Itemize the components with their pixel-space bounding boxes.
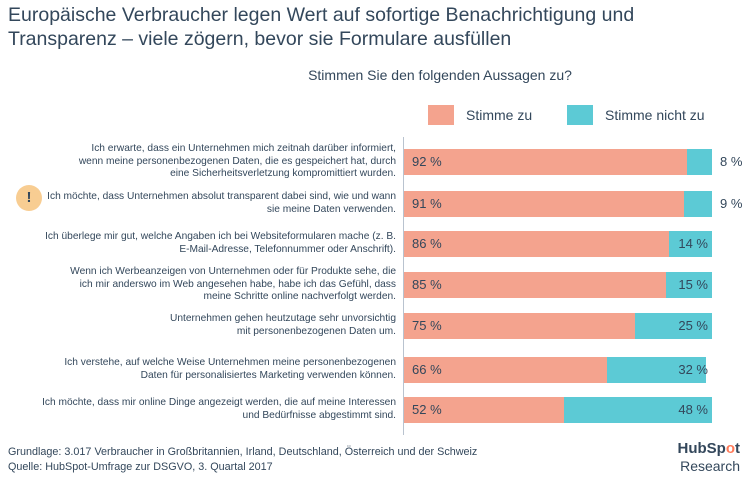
- legend-item-agree: Stimme zu: [428, 104, 532, 126]
- bar-agree: [404, 149, 688, 175]
- bar-disagree: [564, 397, 712, 423]
- value-label-agree: 85 %: [412, 277, 442, 292]
- chart-title: Europäische Verbraucher legen Wert auf s…: [8, 4, 635, 50]
- value-label-agree: 52 %: [412, 402, 442, 417]
- bar-agree: [404, 272, 666, 298]
- category-label: Ich verstehe, auf welche Weise Unternehm…: [64, 357, 396, 381]
- bar-agree: [404, 397, 565, 423]
- legend-label-disagree: Stimme nicht zu: [605, 107, 705, 123]
- value-label-agree: 92 %: [412, 154, 442, 169]
- brand-research: Research: [680, 458, 740, 474]
- category-label: Wenn ich Werbeanzeigen von Unternehmen o…: [70, 266, 396, 303]
- category-label: Unternehmen gehen heutzutage sehr unvors…: [170, 313, 396, 337]
- legend-swatch-disagree: [567, 105, 593, 125]
- value-label-agree: 75 %: [412, 318, 442, 333]
- brand-name-dot: o: [725, 440, 735, 457]
- hubspot-wordmark: HubSpot: [678, 440, 741, 458]
- value-label-agree: 66 %: [412, 362, 442, 377]
- bar-disagree: [635, 313, 712, 339]
- hubspot-research-logo: HubSpot Research: [678, 440, 741, 475]
- bar-disagree: [607, 357, 706, 383]
- value-label-disagree: 14 %: [678, 236, 708, 251]
- value-label-disagree: 9 %: [720, 196, 743, 211]
- brand-name-prefix: HubSp: [677, 440, 726, 457]
- bar-disagree: [687, 149, 712, 175]
- bar-agree: [404, 191, 685, 217]
- chart-subtitle: Stimmen Sie den folgenden Aussagen zu?: [308, 67, 572, 83]
- value-label-disagree: 25 %: [678, 318, 708, 333]
- bar-disagree: [665, 272, 712, 298]
- value-label-disagree: 8 %: [720, 154, 743, 169]
- chart-axis-line: [403, 137, 404, 435]
- footer-source: Grundlage: 3.017 Verbraucher in Großbrit…: [8, 446, 478, 473]
- exclamation-icon: !: [16, 185, 42, 211]
- value-label-disagree: 15 %: [678, 277, 708, 292]
- bar-disagree: [668, 231, 712, 257]
- bar-agree: [404, 231, 669, 257]
- value-label-agree: 86 %: [412, 236, 442, 251]
- value-label-agree: 91 %: [412, 196, 442, 211]
- bar-agree: [404, 313, 635, 339]
- value-label-disagree: 32 %: [678, 362, 708, 377]
- bar-agree: [404, 357, 608, 383]
- value-label-disagree: 48 %: [678, 402, 708, 417]
- category-label: Ich möchte, dass mir online Dinge angeze…: [42, 397, 396, 421]
- category-label: Ich möchte, dass Unternehmen absolut tra…: [47, 191, 396, 215]
- legend-item-disagree: Stimme nicht zu: [567, 104, 705, 126]
- bar-disagree: [684, 191, 712, 217]
- category-label: Ich überlege mir gut, welche Angaben ich…: [45, 231, 396, 255]
- category-label: Ich erwarte, dass ein Unternehmen mich z…: [78, 143, 396, 180]
- legend-swatch-agree: [428, 105, 454, 125]
- brand-name-suffix: t: [735, 440, 740, 457]
- legend-label-agree: Stimme zu: [466, 107, 533, 123]
